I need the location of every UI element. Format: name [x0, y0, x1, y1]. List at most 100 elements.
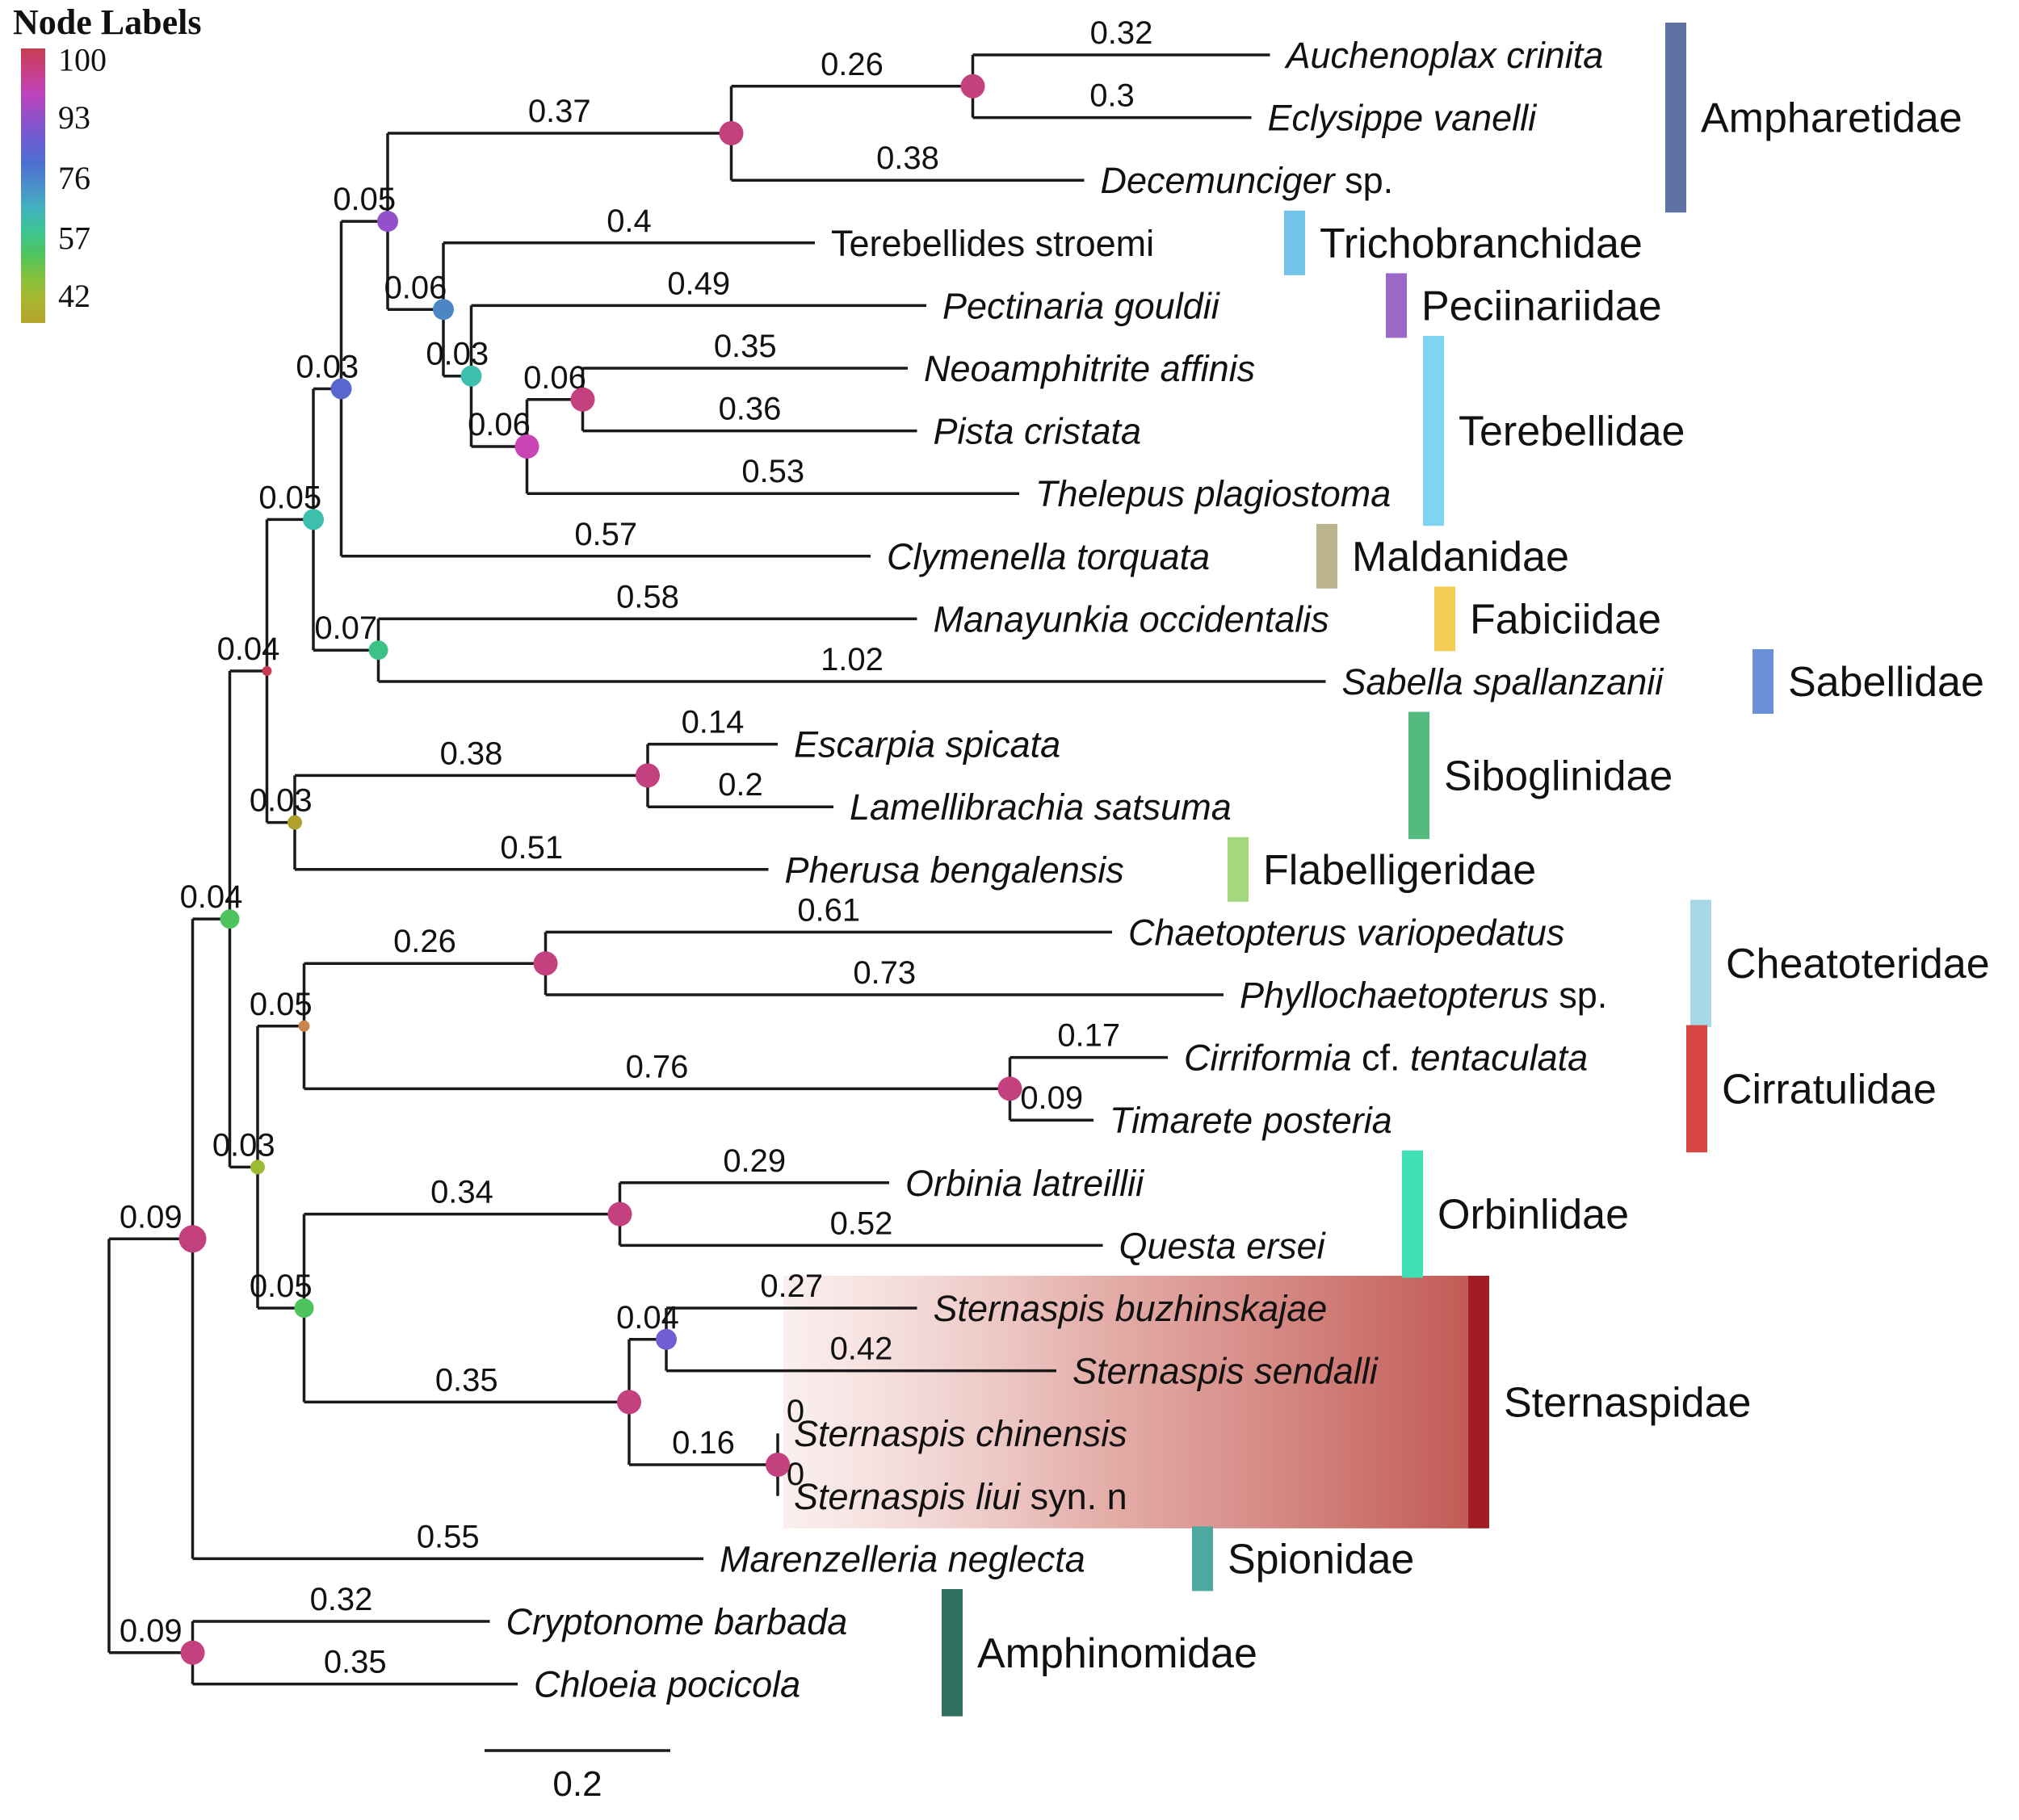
family-name-label: Spionidae	[1228, 1536, 1414, 1583]
branch-length-label: 0.14	[682, 705, 745, 740]
branch-length-label: 0.26	[821, 47, 884, 82]
support-node	[220, 909, 240, 929]
branch-length-label: 0.06	[468, 407, 531, 442]
branch-length-label: 0.06	[523, 360, 586, 396]
support-node	[533, 951, 558, 976]
taxon-label: Sabella spallanzanii	[1342, 661, 1665, 702]
taxon-label: Manayunkia occidentalis	[934, 598, 1329, 640]
family-bar	[1192, 1526, 1213, 1591]
taxon-label-part: Pectinaria gouldii	[942, 285, 1221, 326]
taxon-label: Questa ersei	[1119, 1225, 1327, 1266]
taxon-label-part: Chloeia pocicola	[534, 1664, 800, 1705]
taxon-label: Marenzelleria neglecta	[720, 1538, 1085, 1579]
family-name-label: Amphinomidae	[977, 1630, 1257, 1677]
family-bar	[1434, 586, 1455, 652]
legend-color-bar	[21, 48, 45, 323]
family-bar	[1228, 837, 1249, 902]
branch-length-label: 0.36	[719, 392, 782, 427]
taxon-label: Clymenella torquata	[887, 536, 1210, 577]
family-bar	[1402, 1150, 1423, 1278]
taxon-label: Terebellides stroemi	[831, 223, 1154, 264]
family-bar	[1686, 1025, 1707, 1153]
family-name-label: Siboglinidae	[1444, 753, 1673, 799]
taxon-label: Cryptonome barbada	[506, 1601, 848, 1642]
support-node	[368, 640, 388, 660]
sternaspidae-highlight	[783, 1276, 1468, 1529]
taxon-label-part: tentaculata	[1410, 1038, 1588, 1079]
taxon-label-part: sp.	[1335, 160, 1394, 201]
branch-length-label: 0.03	[212, 1127, 275, 1163]
scale-bar-label: 0.2	[552, 1764, 602, 1804]
taxon-label-part: cf.	[1352, 1038, 1411, 1079]
taxon-label: Cirriformia cf. tentaculata	[1184, 1038, 1588, 1079]
branch-length-label: 0.53	[741, 454, 804, 489]
family-bar	[1316, 523, 1337, 589]
support-node	[636, 763, 660, 788]
family-bar	[942, 1589, 963, 1717]
branch-length-label: 0.57	[574, 517, 637, 552]
family-name-label: Flabelligeridae	[1263, 847, 1536, 894]
taxon-label: Neoamphitrite affinis	[924, 348, 1255, 389]
taxon-label: Lamellibrachia satsuma	[850, 786, 1232, 828]
branch-length-label: 0.05	[250, 987, 313, 1022]
taxon-label-part: Cirriformia	[1184, 1038, 1352, 1079]
support-node	[656, 1328, 677, 1350]
taxon-label: Sternaspis sendalli	[1072, 1351, 1379, 1392]
legend-tick-label: 93	[58, 99, 90, 136]
family-bar	[1665, 23, 1686, 213]
support-node	[298, 1020, 310, 1032]
support-node	[514, 434, 539, 459]
branch-length-label: 0.03	[296, 349, 359, 384]
branch-length-label: 0.03	[426, 337, 489, 372]
branch-length-label: 0.2	[718, 767, 763, 803]
taxon-label: Phyllochaetopterus sp.	[1240, 975, 1607, 1016]
support-node	[178, 1225, 207, 1253]
branch-length-label: 0.51	[500, 830, 563, 866]
branch-length-label: 0.09	[1020, 1080, 1083, 1116]
taxon-label: Escarpia spicata	[794, 724, 1060, 765]
branch-length-label: 0.32	[310, 1582, 373, 1617]
taxon-label: Chaetopterus variopedatus	[1128, 912, 1564, 953]
taxon-label-part: Questa ersei	[1119, 1225, 1327, 1266]
taxon-label-part: Auchenoplax crinita	[1284, 35, 1604, 76]
support-node	[460, 365, 482, 387]
support-node	[288, 815, 302, 830]
branch-length-label: 0.3	[1089, 78, 1135, 114]
branch-length-label: 0	[787, 1394, 804, 1429]
family-bar	[1386, 273, 1407, 338]
taxon-label-part: Clymenella torquata	[887, 536, 1210, 577]
branch-length-label: 0.05	[250, 1269, 313, 1304]
branch-length-label: 0.27	[760, 1269, 823, 1304]
support-node	[617, 1390, 641, 1415]
taxon-label-part: Pherusa bengalensis	[785, 849, 1124, 891]
support-node	[570, 387, 595, 412]
family-bar	[1752, 649, 1773, 714]
taxon-label-part: Escarpia spicata	[794, 724, 1060, 765]
branch-length-label: 0.26	[393, 924, 456, 959]
branch-length-label: 0.52	[830, 1206, 893, 1241]
family-name-label: Maldanidae	[1352, 534, 1569, 581]
family-name-label: Terebellidae	[1459, 409, 1685, 455]
taxon-label-part: Sternaspis buzhinskajae	[934, 1288, 1328, 1329]
legend-tick-label: 42	[58, 278, 90, 314]
support-node	[607, 1201, 632, 1227]
branch-length-label: 0.03	[250, 783, 313, 819]
support-node	[433, 299, 454, 321]
branch-length-label: 0.38	[440, 736, 503, 771]
family-bar	[1284, 210, 1305, 275]
branch-length-label: 0.04	[217, 631, 280, 667]
support-node	[250, 1160, 265, 1175]
family-name-label: Orbinlidae	[1438, 1192, 1629, 1239]
family-bar	[1408, 711, 1429, 840]
taxon-label-part: Marenzelleria neglecta	[720, 1538, 1085, 1579]
family-name-label: Cheatoteridae	[1726, 941, 1990, 988]
taxon-label-part: Timarete posteria	[1110, 1100, 1392, 1141]
taxon-label: Orbinia latreillii	[905, 1163, 1145, 1204]
taxon-label-part: Neoamphitrite affinis	[924, 348, 1255, 389]
family-name-label: Trichobranchidae	[1320, 220, 1643, 267]
family-name-label: Cirratulidae	[1722, 1066, 1937, 1113]
family-name-label: Peciinariidae	[1421, 283, 1662, 329]
support-node	[997, 1076, 1022, 1101]
taxon-label: Sternaspis liui syn. n	[794, 1476, 1127, 1517]
